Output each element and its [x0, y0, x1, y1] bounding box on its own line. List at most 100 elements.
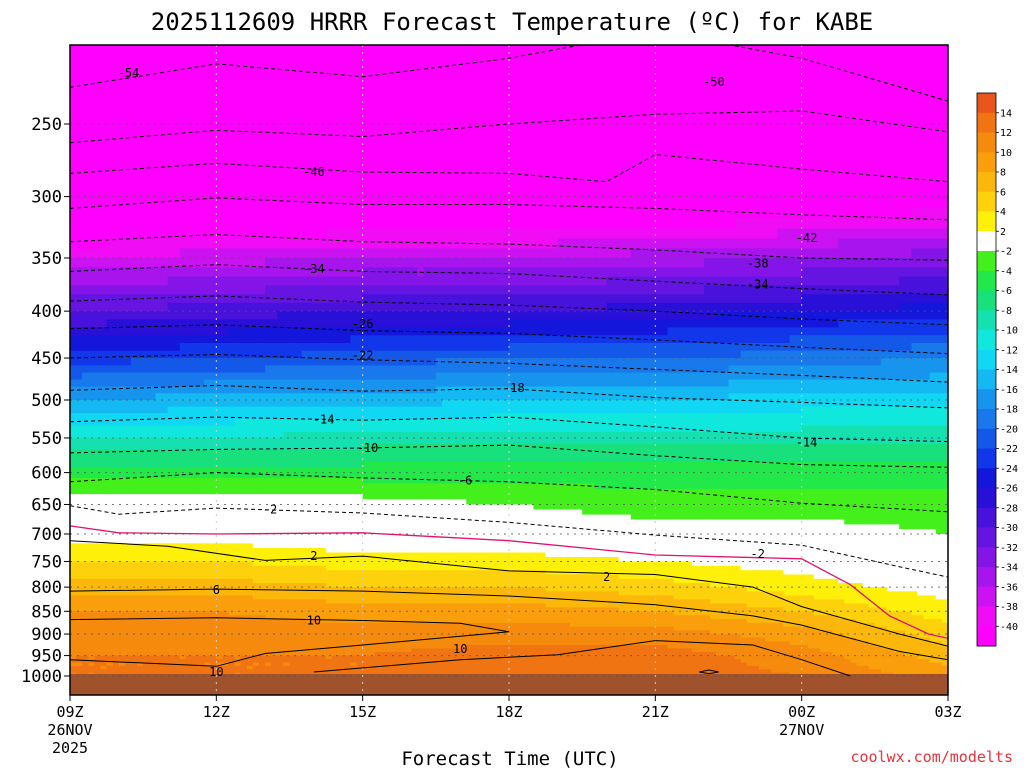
- temperature-cell: [100, 607, 108, 612]
- temperature-cell: [82, 343, 89, 352]
- temperature-cell: [277, 365, 284, 374]
- temperature-cell: [228, 425, 236, 433]
- temperature-cell: [246, 238, 254, 249]
- temperature-cell: [350, 574, 358, 580]
- temperature-cell: [228, 311, 236, 320]
- temperature-cell: [118, 611, 126, 616]
- temperature-cell: [326, 641, 333, 646]
- temperature-cell: [112, 637, 120, 642]
- temperature-cell: [295, 207, 303, 219]
- temperature-cell: [94, 393, 102, 401]
- temperature-cell: [167, 494, 175, 500]
- temperature-cell: [313, 509, 321, 516]
- temperature-cell: [289, 196, 297, 209]
- temperature-cell: [88, 595, 95, 600]
- temperature-cell: [326, 634, 333, 639]
- temperature-cell: [155, 335, 163, 344]
- temperature-cell: [112, 595, 120, 600]
- temperature-cell: [423, 162, 431, 175]
- temperature-cell: [70, 276, 77, 286]
- temperature-cell: [191, 619, 199, 624]
- temperature-cell: [283, 228, 291, 240]
- temperature-cell: [393, 335, 400, 344]
- temperature-cell: [131, 504, 138, 511]
- temperature-cell: [283, 431, 291, 439]
- temperature-cell: [240, 641, 248, 646]
- temperature-cell: [283, 162, 291, 175]
- temperature-cell: [112, 311, 120, 320]
- temperature-cell: [198, 406, 205, 414]
- temperature-cell: [149, 529, 156, 535]
- temperature-cell: [198, 561, 205, 567]
- temperature-cell: [307, 669, 315, 674]
- temperature-cell: [100, 630, 108, 635]
- temperature-cell: [490, 162, 498, 175]
- temperature-cell: [228, 372, 236, 381]
- temperature-cell: [179, 591, 187, 596]
- temperature-cell: [191, 538, 199, 544]
- temperature-cell: [313, 611, 321, 616]
- temperature-cell: [496, 149, 504, 163]
- temperature-cell: [246, 258, 254, 268]
- temperature-cell: [338, 386, 345, 394]
- temperature-cell: [271, 648, 278, 653]
- temperature-cell: [112, 294, 120, 304]
- temperature-cell: [94, 565, 102, 571]
- temperature-cell: [70, 669, 77, 674]
- temperature-cell: [161, 599, 169, 604]
- temperature-cell: [265, 565, 272, 571]
- temperature-cell: [204, 472, 211, 479]
- temperature-cell: [191, 294, 199, 304]
- temperature-cell: [252, 379, 260, 388]
- temperature-cell: [137, 196, 144, 209]
- temperature-cell: [448, 386, 455, 394]
- temperature-cell: [381, 358, 388, 366]
- temperature-cell: [100, 311, 108, 320]
- temperature-cell: [362, 327, 370, 336]
- temperature-cell: [490, 327, 498, 336]
- temperature-cell: [362, 294, 370, 304]
- temperature-cell: [259, 425, 266, 433]
- temperature-cell: [350, 662, 358, 667]
- temperature-cell: [271, 124, 278, 138]
- temperature-cell: [307, 499, 315, 505]
- temperature-cell: [344, 499, 352, 505]
- temperature-cell: [161, 595, 169, 600]
- temperature-cell: [252, 218, 260, 229]
- temperature-cell: [350, 449, 358, 457]
- temperature-cell: [356, 461, 364, 468]
- temperature-cell: [82, 637, 89, 642]
- temperature-cell: [167, 149, 175, 163]
- temperature-cell: [381, 393, 388, 401]
- temperature-cell: [179, 599, 187, 604]
- temperature-cell: [289, 619, 297, 624]
- temperature-cell: [124, 449, 132, 457]
- temperature-cell: [356, 137, 364, 151]
- temperature-cell: [301, 648, 309, 653]
- temperature-cell: [271, 365, 278, 374]
- temperature-cell: [381, 137, 388, 151]
- temperature-cell: [198, 443, 205, 451]
- temperature-cell: [313, 538, 321, 544]
- temperature-cell: [167, 438, 175, 445]
- temperature-cell: [143, 514, 150, 521]
- temperature-cell: [204, 431, 211, 439]
- temperature-cell: [179, 137, 187, 151]
- temperature-cell: [143, 461, 150, 468]
- temperature-cell: [259, 630, 266, 635]
- temperature-cell: [210, 552, 217, 558]
- temperature-cell: [204, 662, 211, 667]
- temperature-cell: [185, 419, 193, 427]
- temperature-cell: [82, 595, 89, 600]
- temperature-cell: [228, 565, 236, 571]
- temperature-cell: [417, 248, 425, 259]
- temperature-cell: [88, 419, 95, 427]
- temperature-cell: [381, 238, 388, 249]
- temperature-cell: [198, 218, 205, 229]
- temperature-cell: [131, 443, 138, 451]
- temperature-cell: [478, 327, 486, 336]
- temperature-cell: [76, 509, 83, 516]
- temperature-cell: [502, 207, 510, 219]
- temperature-cell: [124, 406, 132, 414]
- temperature-cell: [198, 494, 205, 500]
